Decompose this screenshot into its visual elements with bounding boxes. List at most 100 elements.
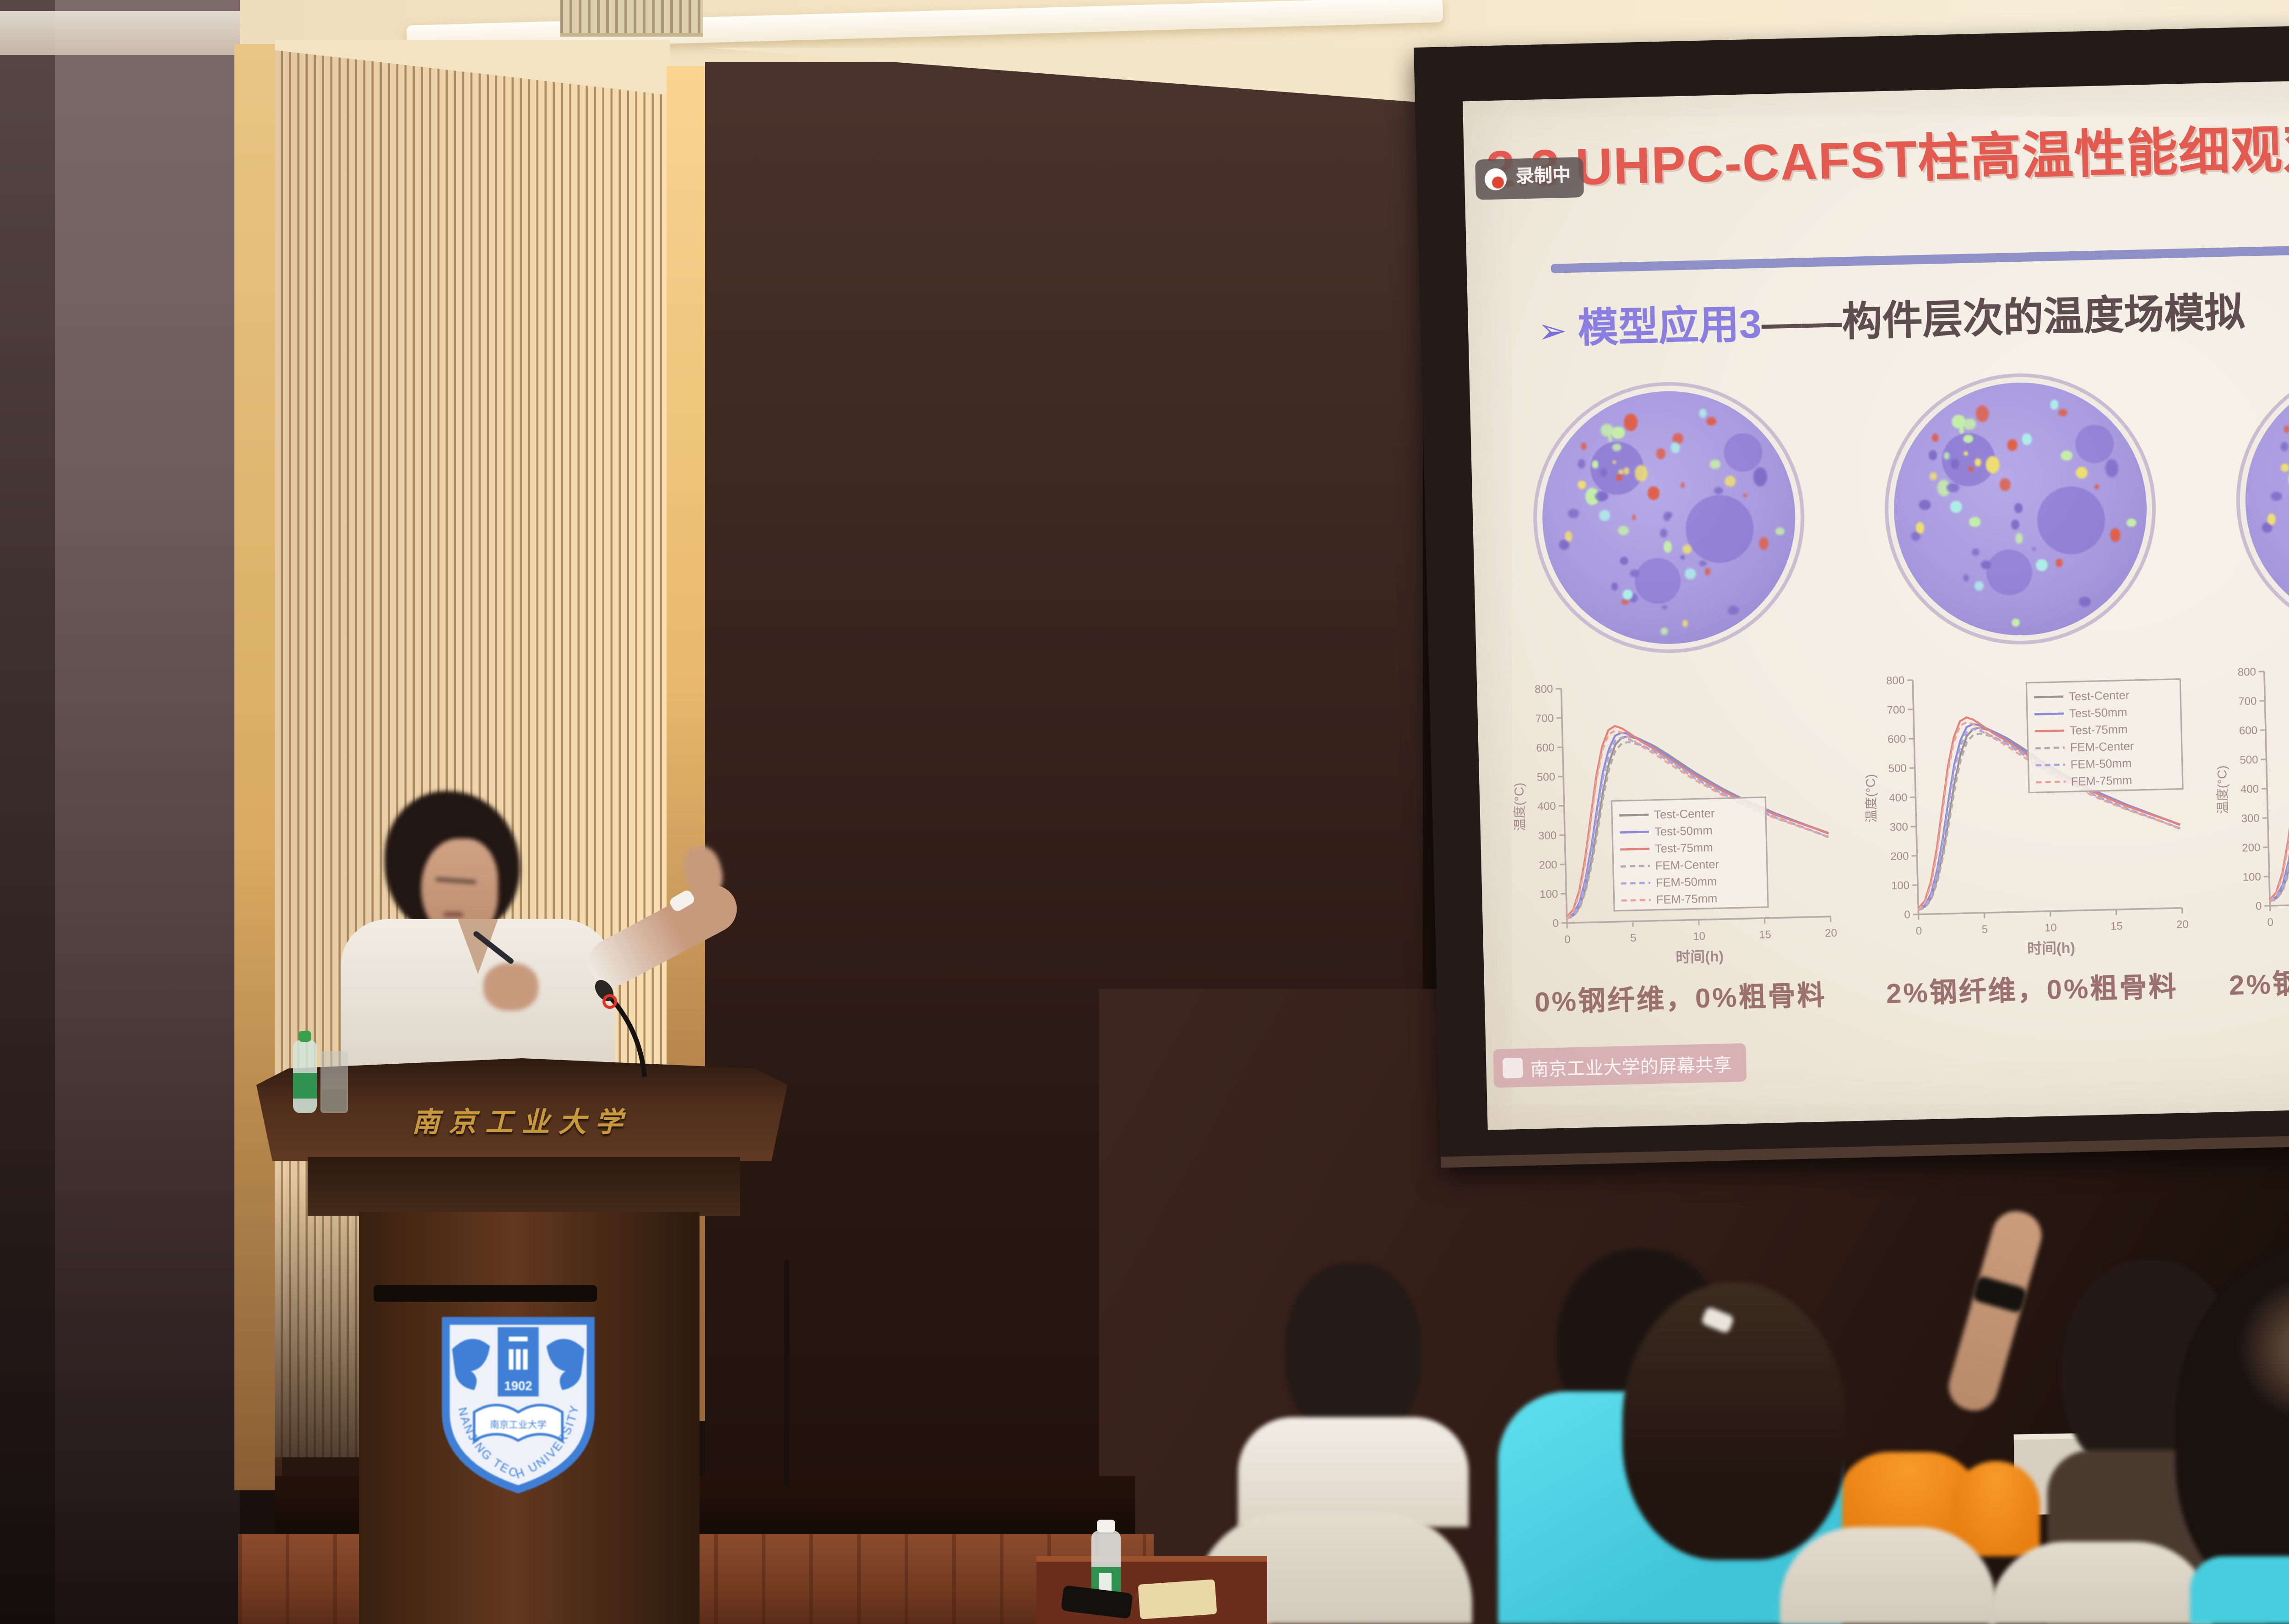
- legend-label: Test-75mm: [2070, 723, 2128, 737]
- legend-label: FEM-75mm: [2071, 774, 2132, 788]
- recording-badge: 录制中: [1475, 157, 1584, 200]
- aggregate-speckle: [1775, 527, 1784, 536]
- aggregate-speckle: [2012, 618, 2020, 626]
- aggregate-speckle: [1981, 560, 1991, 569]
- shield-lion-right: [546, 1339, 585, 1391]
- series-FEM-50mm: [1918, 728, 2181, 911]
- aggregate-speckle: [2077, 466, 2088, 478]
- aggregate-speckle: [2036, 559, 2047, 570]
- podium-microphone: [595, 980, 647, 1077]
- cross-section-image: [2242, 371, 2289, 630]
- legend-line: [2036, 780, 2066, 784]
- aggregate-speckle: [1943, 453, 1949, 460]
- aggregate-speckle: [2078, 596, 2090, 606]
- recording-badge-label: 录制中: [1515, 166, 1571, 188]
- aggregate-speckle: [2012, 520, 2020, 530]
- aggregate-speckle: [1578, 460, 1585, 469]
- aggregate-speckle: [1699, 409, 1707, 418]
- legend-label: Test-Center: [1654, 807, 1715, 821]
- y-tick-label: 0: [2256, 900, 2262, 912]
- aggregate-speckle: [2271, 492, 2281, 501]
- aggregate-speckle: [1622, 466, 1630, 474]
- aggregate-speckle: [1592, 461, 1598, 468]
- y-tick-label: 100: [2242, 871, 2261, 883]
- aggregate-speckle: [1683, 544, 1692, 553]
- column-caption: 0%钢纤维，0%粗骨料: [1534, 980, 1827, 1019]
- subtitle-highlight: 模型应用3: [1577, 301, 1762, 352]
- legend-box: [1611, 796, 1769, 912]
- aggregate-speckle: [2061, 450, 2073, 460]
- aggregate-speckle: [1975, 581, 1984, 590]
- aggregate-speckle: [1968, 465, 1973, 473]
- y-axis-label: 温度(°C): [2215, 765, 2230, 814]
- slide-columns: 0 100 200 300 400 500 600 700 800 0 5 10 15 20 时间(h) 温度…: [1499, 351, 2289, 1021]
- x-tick-label: 10: [1693, 930, 1705, 943]
- temperature-chart: 0 100 200 300 400 500 600 700 800 0 5 10 15 20 时间(h) 温度…: [1863, 674, 2189, 957]
- x-tick-label: 0: [1915, 925, 1922, 937]
- bullet-arrow-icon: ➢: [1537, 313, 1568, 352]
- aggregate-speckle: [1951, 501, 1962, 513]
- slide-subtitle: ➢ 模型应用3——构件层次的温度场模拟: [1537, 280, 2245, 356]
- y-tick-label: 800: [1886, 674, 1905, 687]
- aggregate-speckle: [1655, 447, 1666, 459]
- legend-line: [1620, 847, 1649, 851]
- aggregate-speckle: [1709, 459, 1721, 469]
- aggregate-speckle: [1620, 557, 1628, 565]
- legend-line: [1621, 882, 1650, 885]
- y-tick-label: 500: [1888, 762, 1907, 775]
- aggregate-speckle: [1620, 598, 1628, 604]
- aggregate-speckle: [1963, 451, 1969, 456]
- presenter-jacket: [341, 919, 615, 1077]
- aggregate-speckle: [1986, 456, 2000, 474]
- x-tick-label: 15: [2110, 920, 2123, 933]
- aggregate-speckle: [1969, 517, 1981, 528]
- aggregate-speckle: [1600, 423, 1613, 437]
- aggregate-speckle: [2105, 459, 2119, 477]
- aggregate-speckle: [1910, 532, 1921, 541]
- aggregate-speckle: [2007, 438, 2018, 451]
- aggregate-speckle: [2262, 523, 2273, 533]
- y-tick-label: 400: [2240, 783, 2259, 796]
- series-FEM-75mm: [1917, 721, 2181, 911]
- aggregate-speckle: [1630, 568, 1639, 578]
- aggregate-speckle: [1616, 474, 1622, 481]
- cross-section-ring: [1530, 379, 1808, 656]
- audience-member-head: [1286, 1263, 1421, 1439]
- aggregate-speckle: [1611, 460, 1617, 465]
- y-tick-label: 0: [1552, 917, 1559, 930]
- column-caption: 2%钢纤维，0%粗骨料: [1886, 972, 2179, 1011]
- aggregate-speckle: [1952, 414, 1965, 428]
- y-tick-label: 200: [2242, 841, 2261, 854]
- aggregate-speckle: [1947, 483, 1959, 493]
- aggregate-speckle: [1617, 525, 1630, 536]
- x-tick-label: 5: [1981, 923, 1988, 936]
- aggregate-speckle: [2281, 443, 2288, 451]
- aggregate-speckle: [1618, 469, 1624, 475]
- aggregate-speckle: [1608, 435, 1613, 441]
- aggregate-speckle: [1662, 605, 1667, 609]
- y-tick-label: 200: [1890, 850, 1909, 863]
- aggregate-speckle: [1930, 451, 1936, 460]
- series-FEM-Center: [1918, 732, 2181, 911]
- aggregate-speckle: [1595, 492, 1608, 502]
- aggregate-speckle: [1685, 568, 1696, 579]
- notepad: [1138, 1579, 1217, 1619]
- aggregate-speckle: [1559, 541, 1570, 550]
- presentation-slide: 2.3 UHPC-CAFST柱高温性能细观双随机模拟方法 录制中 ➢模型应用3—…: [1462, 69, 2289, 1130]
- cross-section-image: [1891, 379, 2150, 639]
- aggregate-speckle: [1758, 536, 1769, 550]
- aggregate-speckle: [2058, 408, 2068, 416]
- y-tick-label: 500: [2240, 753, 2258, 766]
- y-axis-label: 温度(°C): [1512, 782, 1527, 831]
- aggregate-speckle: [1663, 541, 1671, 552]
- legend-line: [1621, 899, 1651, 902]
- x-tick-label: 0: [2267, 916, 2273, 929]
- y-tick-label: 500: [1537, 771, 1556, 784]
- series-FEM-Center: [1566, 741, 1829, 920]
- series-Test-75mm: [1917, 716, 2181, 909]
- left-wall-shadow-edge: [0, 0, 55, 1624]
- aggregate-speckle: [2280, 464, 2288, 472]
- aggregate-speckle: [1599, 509, 1611, 522]
- presenter-hand: [483, 963, 538, 1011]
- aggregate-speckle: [1611, 426, 1624, 439]
